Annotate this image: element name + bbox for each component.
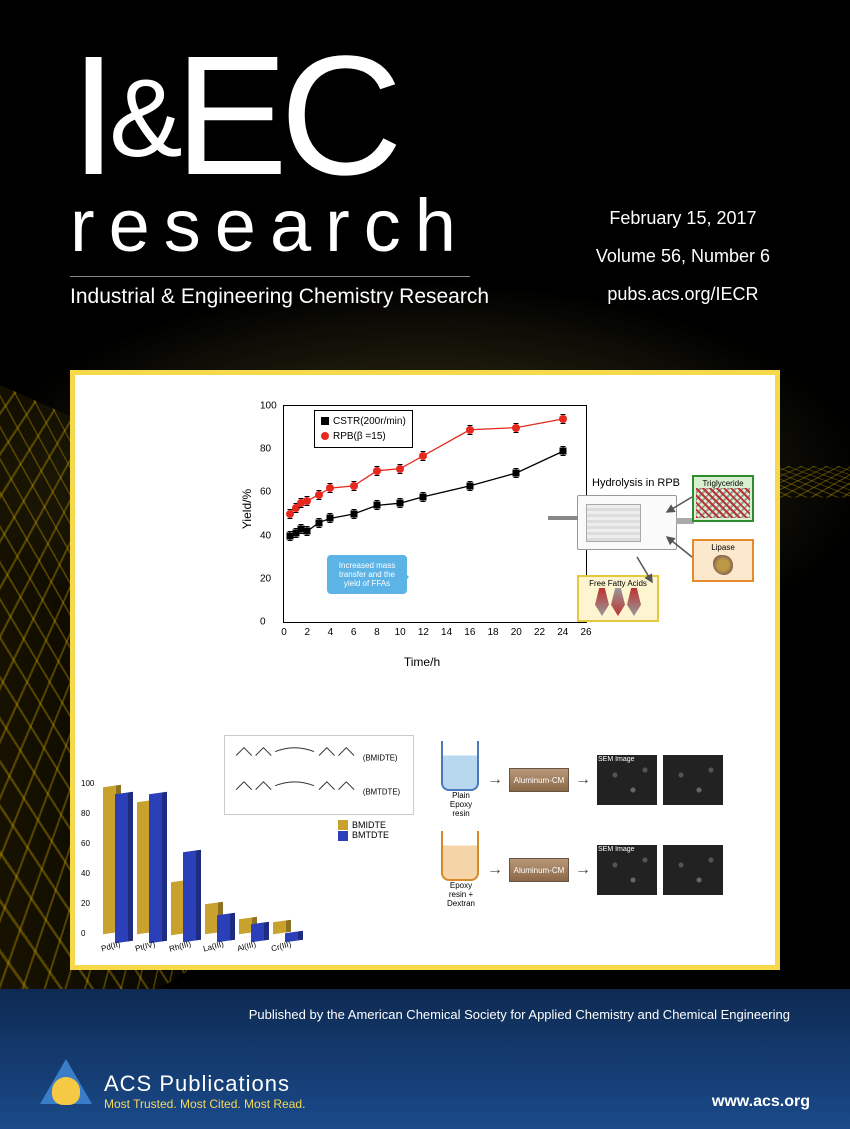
arrow-icon: → — [487, 771, 503, 789]
yield-chart: Yield/% Time/h CSTR(200r/min) RPB(β =15)… — [257, 397, 587, 647]
coated-plate: Aluminum-CM — [509, 768, 569, 792]
process-row-2: Epoxy resin + Dextran → Aluminum-CM → SE… — [441, 830, 753, 910]
x-axis-label: Time/h — [404, 655, 440, 669]
header-rule — [70, 276, 470, 277]
bar3d-plot: Pd(II)Pt(IV)Rh(III)La(III)Al(III)Cr(III)… — [97, 763, 317, 933]
rpb-reactor-icon — [577, 495, 677, 550]
svg-text:(BMIDTE): (BMIDTE) — [363, 753, 398, 762]
bottom-panels: (BMIDTE) (BMTDTE) BMIDTE BMTDTE Pd(II)Pt… — [87, 730, 763, 953]
ffa-box: Free Fatty Acids — [577, 575, 659, 622]
diagram-arrows — [667, 487, 767, 607]
coated-plate: Aluminum-CM — [509, 858, 569, 882]
issue-metadata: February 15, 2017 Volume 56, Number 6 pu… — [596, 200, 770, 313]
panel-top-chart: Yield/% Time/h CSTR(200r/min) RPB(β =15)… — [87, 387, 763, 720]
sem-image — [663, 755, 723, 805]
sem-image: SEM Image — [597, 845, 657, 895]
panel-process-diagram: Plain Epoxy resin → Aluminum-CM → SEM Im… — [431, 730, 763, 953]
footer-title: Published by the American Chemical Socie… — [249, 1007, 790, 1022]
process-row-1: Plain Epoxy resin → Aluminum-CM → SEM Im… — [441, 740, 753, 820]
issue-url: pubs.acs.org/IECR — [596, 276, 770, 314]
y-axis-label: Yield/% — [240, 489, 254, 529]
publisher-url: www.acs.org — [712, 1093, 810, 1111]
cover-frame: Yield/% Time/h CSTR(200r/min) RPB(β =15)… — [70, 370, 780, 970]
bar-legend: BMIDTE BMTDTE — [338, 820, 389, 841]
journal-logo-top: I&EC — [70, 40, 780, 193]
beaker-icon: Epoxy resin + Dextran — [441, 831, 481, 908]
publisher-tagline: Most Trusted. Most Cited. Most Read. — [104, 1097, 305, 1111]
arrow-icon: → — [487, 861, 503, 879]
publisher-name: ACS Publications — [104, 1071, 305, 1097]
issue-volume: Volume 56, Number 6 — [596, 238, 770, 276]
beaker-icon: Plain Epoxy resin — [441, 741, 481, 818]
acs-logo-icon — [40, 1059, 92, 1111]
arrow-icon: → — [575, 861, 591, 879]
arrow-icon: → — [575, 771, 591, 789]
callout-bubble: Increased mass transfer and the yield of… — [327, 555, 407, 594]
sem-image: SEM Image — [597, 755, 657, 805]
footer: Published by the American Chemical Socie… — [0, 989, 850, 1129]
sem-image — [663, 845, 723, 895]
panel-bar-chart: (BMIDTE) (BMTDTE) BMIDTE BMTDTE Pd(II)Pt… — [87, 730, 419, 953]
issue-date: February 15, 2017 — [596, 200, 770, 238]
acs-publisher-block: ACS Publications Most Trusted. Most Cite… — [40, 1059, 305, 1111]
svg-text:(BMTDTE): (BMTDTE) — [363, 787, 401, 796]
